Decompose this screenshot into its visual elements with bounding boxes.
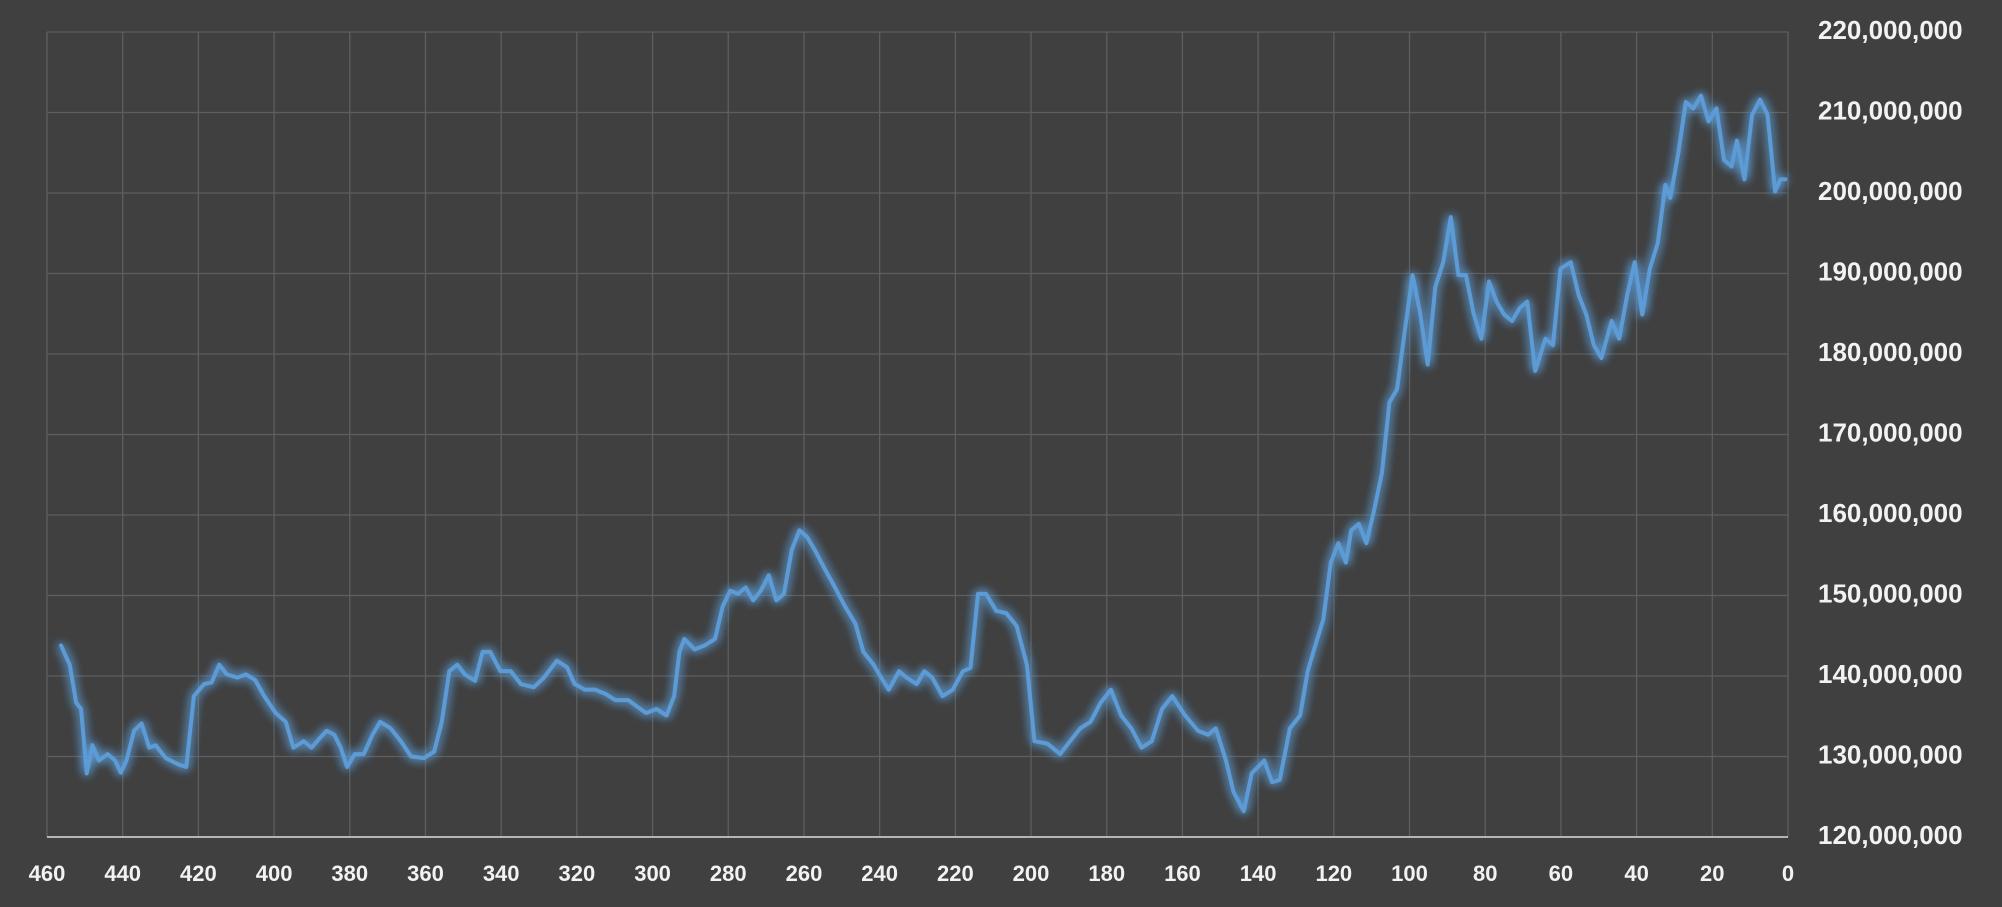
- x-tick-label: 400: [256, 861, 293, 886]
- y-tick-label: 190,000,000: [1818, 256, 1963, 286]
- x-tick-label: 180: [1088, 861, 1125, 886]
- x-tick-label: 460: [29, 861, 66, 886]
- y-tick-label: 220,000,000: [1818, 15, 1963, 45]
- y-tick-label: 200,000,000: [1818, 176, 1963, 206]
- x-tick-label: 20: [1700, 861, 1724, 886]
- x-tick-label: 160: [1164, 861, 1201, 886]
- x-tick-label: 0: [1782, 861, 1794, 886]
- x-tick-label: 260: [786, 861, 823, 886]
- x-tick-label: 420: [180, 861, 217, 886]
- y-tick-label: 150,000,000: [1818, 578, 1963, 608]
- x-tick-label: 220: [937, 861, 974, 886]
- x-tick-label: 80: [1473, 861, 1497, 886]
- data-line: [59, 93, 1788, 814]
- x-tick-label: 300: [634, 861, 671, 886]
- x-tick-label: 440: [104, 861, 141, 886]
- y-tick-label: 170,000,000: [1818, 417, 1963, 447]
- x-tick-label: 360: [407, 861, 444, 886]
- y-tick-label: 210,000,000: [1818, 95, 1963, 125]
- y-tick-label: 160,000,000: [1818, 498, 1963, 528]
- x-tick-label: 320: [559, 861, 596, 886]
- x-tick-label: 280: [710, 861, 747, 886]
- x-tick-label: 380: [331, 861, 368, 886]
- y-tick-label: 180,000,000: [1818, 337, 1963, 367]
- x-tick-label: 120: [1315, 861, 1352, 886]
- x-tick-label: 40: [1624, 861, 1648, 886]
- x-tick-label: 140: [1240, 861, 1277, 886]
- x-tick-label: 100: [1391, 861, 1428, 886]
- y-tick-label: 120,000,000: [1818, 820, 1963, 850]
- y-tick-label: 140,000,000: [1818, 659, 1963, 689]
- x-tick-label: 60: [1549, 861, 1573, 886]
- x-tick-label: 240: [861, 861, 898, 886]
- y-tick-label: 130,000,000: [1818, 739, 1963, 769]
- x-tick-label: 340: [483, 861, 520, 886]
- x-tick-label: 200: [1013, 861, 1050, 886]
